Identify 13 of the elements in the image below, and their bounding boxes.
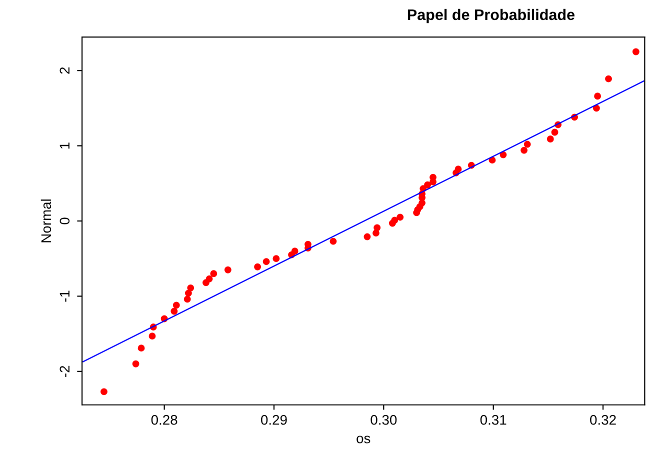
x-tick-label: 0.30	[370, 414, 397, 425]
y-tick-label: 0	[60, 218, 70, 224]
x-axis-title: os	[356, 436, 370, 444]
y-axis-title: Normal	[40, 200, 52, 242]
x-tick-label: 0.32	[590, 414, 616, 425]
x-tick-label: 0.28	[151, 414, 178, 425]
y-tick-label: 1	[60, 142, 70, 149]
x-tick-label: 0.31	[480, 414, 506, 425]
y-tick-label: -2	[60, 366, 70, 377]
x-tick-label: 0.29	[261, 414, 287, 425]
chart-title: Papel de Probabilidade	[408, 8, 574, 24]
y-tick-label: 2	[60, 67, 70, 74]
y-tick-label: -1	[60, 290, 70, 302]
